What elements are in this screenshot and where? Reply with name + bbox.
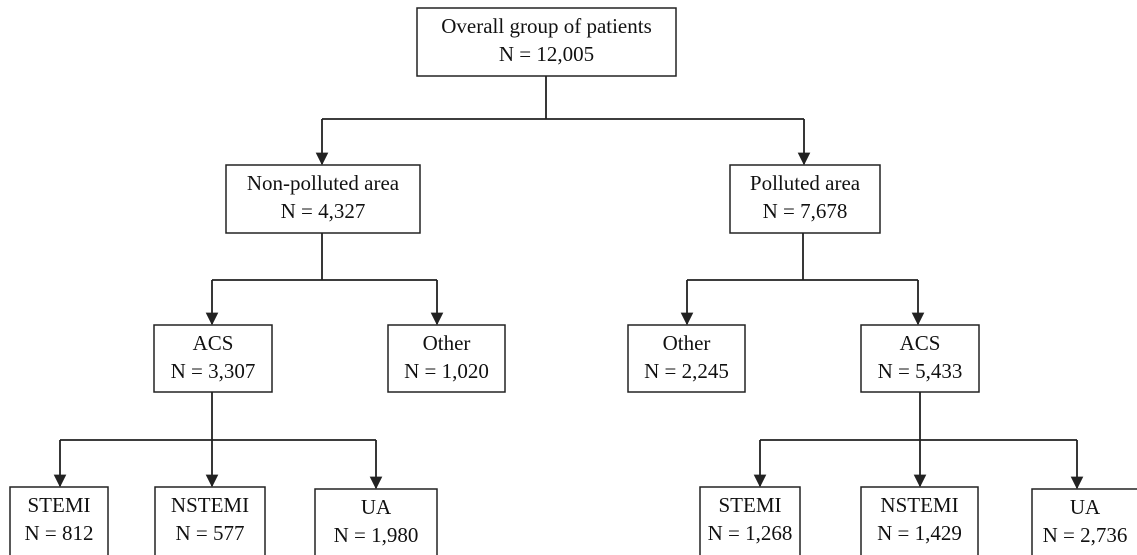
connectors	[53, 76, 1084, 490]
node-count: N = 4,327	[281, 199, 366, 223]
node-count: N = 2,736	[1043, 523, 1128, 547]
node-label: NSTEMI	[171, 493, 249, 517]
node: STEMI N = 812	[9, 486, 109, 555]
node: Other N = 2,245	[627, 324, 746, 393]
node-box	[860, 486, 979, 555]
node: ACS N = 3,307	[153, 324, 273, 393]
node-box	[153, 324, 273, 393]
node-box	[699, 486, 801, 555]
node-box	[627, 324, 746, 393]
node-label: Overall group of patients	[441, 14, 652, 38]
node-count: N = 7,678	[763, 199, 848, 223]
node-label: UA	[1070, 495, 1101, 519]
node-count: N = 2,245	[644, 359, 729, 383]
node-count: N = 1,268	[708, 521, 793, 545]
node: Polluted area N = 7,678	[729, 164, 881, 234]
node-label: Non-polluted area	[247, 171, 400, 195]
connector	[687, 233, 918, 281]
node-count: N = 5,433	[878, 359, 963, 383]
node-count: N = 1,980	[334, 523, 419, 547]
node: NSTEMI N = 577	[154, 486, 266, 555]
node: UA N = 2,736	[1031, 488, 1137, 555]
connector	[322, 76, 804, 120]
node-count: N = 12,005	[499, 42, 594, 66]
node-count: N = 3,307	[171, 359, 256, 383]
node-label: Other	[423, 331, 471, 355]
node-count: N = 1,429	[877, 521, 962, 545]
node: Overall group of patients N = 12,005	[416, 7, 677, 77]
node-count: N = 812	[24, 521, 93, 545]
node-label: Other	[663, 331, 711, 355]
node-box	[387, 324, 506, 393]
node-label: STEMI	[719, 493, 782, 517]
node-label: UA	[361, 495, 392, 519]
node: NSTEMI N = 1,429	[860, 486, 979, 555]
node-label: NSTEMI	[880, 493, 958, 517]
node: Other N = 1,020	[387, 324, 506, 393]
node-box	[225, 164, 421, 234]
node-box	[9, 486, 109, 555]
node: ACS N = 5,433	[860, 324, 980, 393]
node: STEMI N = 1,268	[699, 486, 801, 555]
node-box	[1031, 488, 1137, 555]
node: UA N = 1,980	[314, 488, 438, 555]
node: Non-polluted area N = 4,327	[225, 164, 421, 234]
node-count: N = 1,020	[404, 359, 489, 383]
connector	[212, 233, 437, 281]
node-label: ACS	[193, 331, 234, 355]
nodes: Overall group of patients N = 12,005 Non-p…	[9, 7, 1137, 555]
connector	[760, 392, 1077, 441]
node-label: STEMI	[28, 493, 91, 517]
node-label: Polluted area	[750, 171, 861, 195]
node-label: ACS	[900, 331, 941, 355]
node-box	[154, 486, 266, 555]
node-box	[314, 488, 438, 555]
connector	[60, 392, 376, 441]
node-box	[416, 7, 677, 77]
node-box	[860, 324, 980, 393]
node-count: N = 577	[175, 521, 244, 545]
node-box	[729, 164, 881, 234]
